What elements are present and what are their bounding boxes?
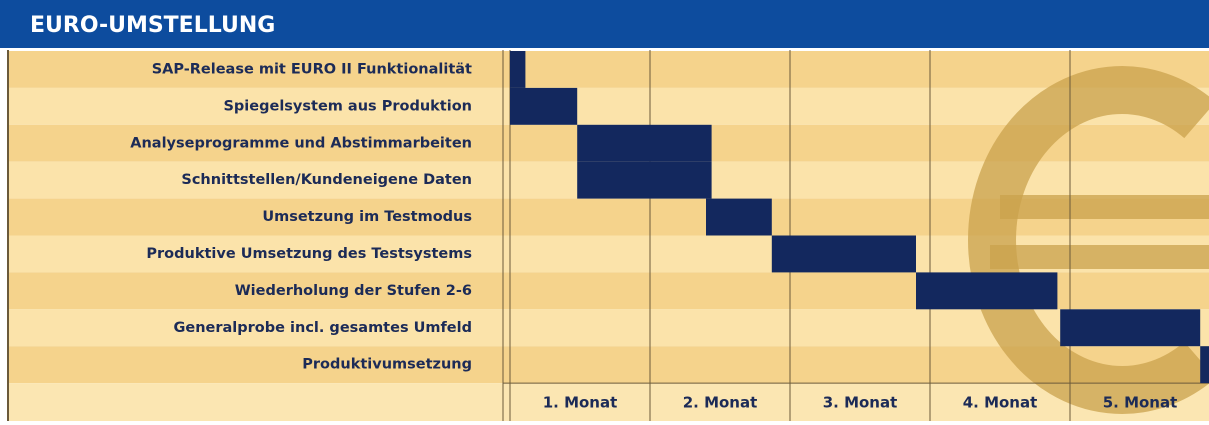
gantt-bar xyxy=(577,161,712,199)
gantt-bar xyxy=(706,198,772,236)
task-label: Produktivumsetzung xyxy=(302,357,472,373)
euro-decoration xyxy=(990,245,1209,269)
x-tick-label: 3. Monat xyxy=(823,394,898,412)
gantt-bar xyxy=(577,124,712,162)
task-label: Umsetzung im Testmodus xyxy=(262,209,472,225)
x-tick-label: 1. Monat xyxy=(543,394,618,412)
task-label: Produktive Umsetzung des Testsystems xyxy=(146,246,472,262)
gantt-bar xyxy=(510,51,526,88)
row-band xyxy=(8,51,1209,88)
gantt-bar xyxy=(771,235,916,273)
task-label: Generalprobe incl. gesamtes Umfeld xyxy=(173,320,472,336)
task-label: Analyseprogramme und Abstimmarbeiten xyxy=(130,135,472,151)
x-tick-label: 4. Monat xyxy=(963,394,1038,412)
task-label: Spiegelsystem aus Produktion xyxy=(223,98,472,114)
axis-band xyxy=(8,383,1209,421)
euro-decoration xyxy=(1000,195,1209,219)
x-tick-label: 5. Monat xyxy=(1103,394,1178,412)
gantt-bar xyxy=(1200,346,1209,384)
euro-decoration xyxy=(968,66,1209,414)
gantt-bar xyxy=(510,87,578,125)
row-band xyxy=(8,87,1209,125)
chart-title: EURO-UMSTELLUNG xyxy=(30,13,275,38)
task-label: SAP-Release mit EURO II Funktionalität xyxy=(152,61,472,77)
gantt-bar xyxy=(916,272,1058,310)
task-label: Wiederholung der Stufen 2-6 xyxy=(235,283,472,299)
x-tick-label: 2. Monat xyxy=(683,394,758,412)
gantt-bar xyxy=(1060,309,1201,347)
task-label: Schnittstellen/Kundeneigene Daten xyxy=(181,172,472,188)
header-bar xyxy=(0,0,1209,48)
